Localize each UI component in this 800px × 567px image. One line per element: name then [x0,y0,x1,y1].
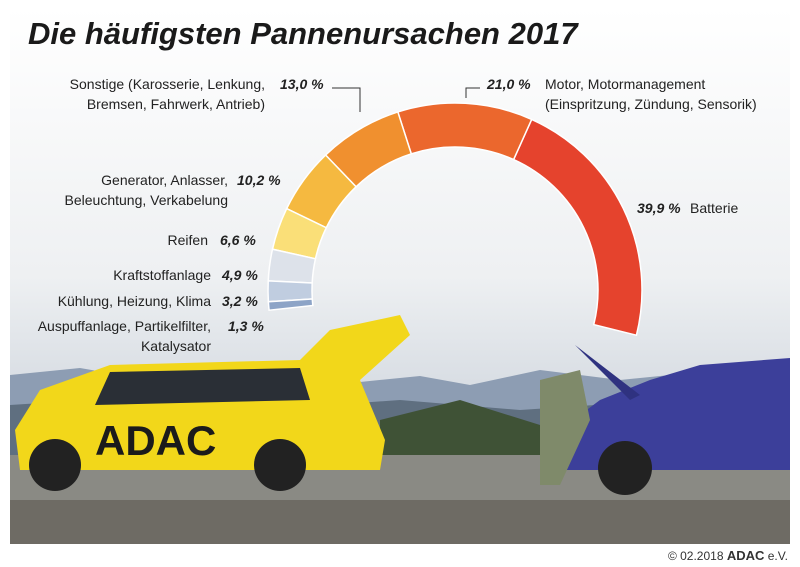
car-logo: ADAC [95,417,216,464]
value-label: 21,0 % [487,76,531,92]
category-label: Motor, Motormanagement (Einspritzung, Zü… [545,76,757,112]
category-label: Sonstige (Karosserie, Lenkung, Bremsen, … [69,76,265,112]
brand-suffix: e.V. [767,549,788,563]
leader-line [465,87,480,98]
mechanic [540,370,590,485]
car-hood [575,345,640,400]
category-label: Generator, Anlasser, Beleuchtung, Verkab… [64,172,228,208]
value-label: 13,0 % [280,76,324,92]
donut-segment [267,298,314,312]
value-label: 3,2 % [222,293,258,309]
copyright: © 02.2018 [667,549,724,563]
category-label: Kraftstoffanlage [113,267,211,283]
category-label: Reifen [167,232,208,248]
value-label: 39,9 % [637,200,681,216]
value-label: 6,6 % [220,232,256,248]
value-label: 10,2 % [237,172,281,188]
wheel [598,441,652,495]
value-label: 1,3 % [228,318,264,334]
title: Die häufigsten Pannenursachen 2017 [28,16,578,51]
car-windows [95,368,310,405]
ground-front [10,500,790,544]
footer-bar [0,544,800,567]
category-label: Batterie [690,200,739,216]
donut [267,102,643,337]
leader-line [332,87,361,112]
wheel [29,439,81,491]
blue-car [560,358,790,470]
trees [380,400,540,460]
wheel [254,439,306,491]
leader-lines [332,87,480,112]
footer: © 02.2018 ADAC e.V. [668,548,788,563]
donut-segment [267,280,314,303]
value-label: 4,9 % [222,267,258,283]
category-label: Auspuffanlage, Partikelfilter, Katalysat… [37,318,211,354]
brand: ADAC [726,548,765,563]
category-label: Kühlung, Heizung, Klima [57,293,211,309]
